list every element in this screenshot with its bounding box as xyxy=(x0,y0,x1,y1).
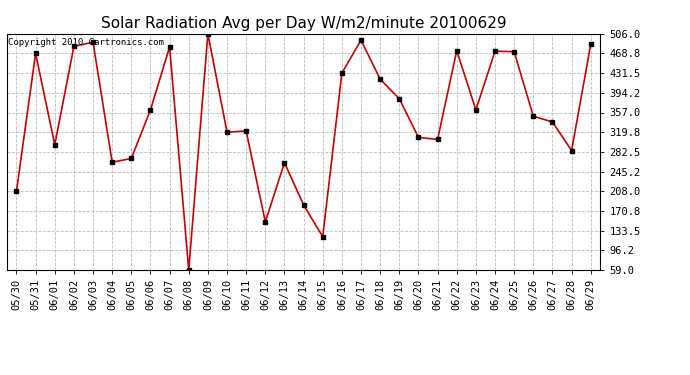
Title: Solar Radiation Avg per Day W/m2/minute 20100629: Solar Radiation Avg per Day W/m2/minute … xyxy=(101,16,506,31)
Text: Copyright 2010 Cartronics.com: Copyright 2010 Cartronics.com xyxy=(8,39,164,48)
